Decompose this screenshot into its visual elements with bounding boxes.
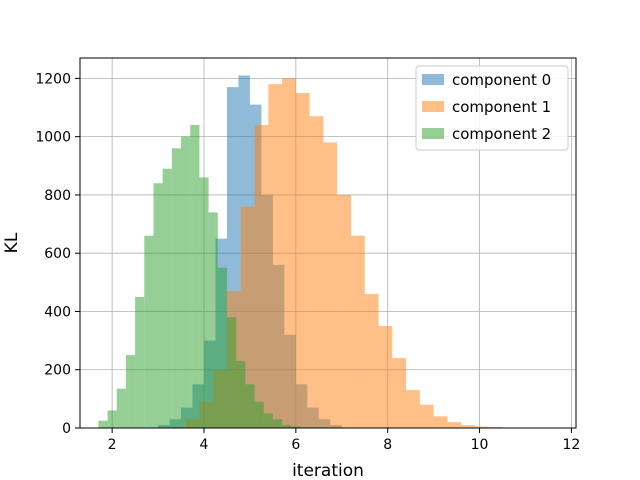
plot-frame: [79, 57, 577, 429]
histogram-bar: [433, 416, 448, 428]
x-tick-label: 6: [291, 437, 300, 453]
y-tick-label: 600: [44, 246, 71, 262]
histogram-bar: [153, 183, 163, 428]
histogram-bar: [263, 413, 273, 428]
histogram-bar: [291, 426, 301, 428]
histogram-bar: [116, 388, 126, 428]
histogram-bar: [309, 116, 324, 429]
histogram-bar: [135, 296, 145, 428]
histogram-bar: [171, 148, 182, 429]
histogram-bar: [226, 87, 239, 429]
legend-label: component 2: [452, 125, 551, 143]
histogram-bar: [254, 125, 269, 428]
x-tick-label: 12: [562, 437, 580, 453]
histogram-bar: [419, 404, 434, 428]
histogram-bar: [272, 419, 283, 428]
x-tick-label: 10: [471, 437, 489, 453]
y-tick-label: 1000: [35, 130, 71, 146]
histogram-bar: [378, 326, 393, 428]
histogram-bar: [364, 293, 379, 428]
series-2-bars: [98, 125, 301, 429]
axis-ticks: 2 4 6 8 10 12 0 200 400 600 800 1000 1200: [35, 71, 580, 453]
y-tick-label: 400: [44, 304, 71, 320]
histogram-bar: [107, 410, 117, 428]
legend-box: [415, 65, 569, 151]
histogram-bar: [447, 422, 462, 428]
legend-label: component 0: [452, 71, 551, 89]
y-tick-label: 800: [44, 188, 71, 204]
histogram-bar: [323, 142, 338, 428]
histogram-bar: [406, 390, 420, 428]
histogram-bar: [162, 168, 172, 428]
histogram-bar: [245, 384, 255, 428]
histogram-bar: [125, 355, 136, 428]
histogram-bar: [254, 401, 264, 428]
histogram-bar: [337, 194, 351, 428]
histogram-bar: [461, 425, 475, 428]
histogram-bar: [208, 212, 218, 428]
histogram-bar: [350, 235, 365, 428]
histogram-bar: [144, 235, 154, 428]
histogram-bar: [392, 358, 407, 428]
histogram-bar: [181, 136, 191, 428]
histogram-bar: [217, 267, 227, 428]
legend-swatch: [422, 74, 444, 85]
histogram-bars: [98, 75, 558, 429]
histogram-bar: [474, 426, 489, 428]
legend-swatch: [422, 128, 444, 139]
histogram-bar: [98, 420, 108, 428]
x-tick-label: 4: [200, 437, 209, 453]
histogram-bar: [268, 84, 283, 429]
y-axis-label: KL: [2, 232, 22, 253]
histogram-bar: [282, 78, 296, 428]
histogram-bar: [226, 317, 237, 428]
y-tick-label: 200: [44, 363, 71, 379]
legend: component 0 component 1 component 2: [415, 65, 569, 151]
y-tick-label: 0: [62, 421, 71, 437]
histogram-bar: [295, 92, 310, 428]
legend-label: component 1: [452, 98, 551, 116]
x-tick-label: 2: [108, 437, 117, 453]
histogram-bar: [236, 360, 246, 428]
x-tick-label: 8: [383, 437, 392, 453]
histogram-bar: [199, 177, 209, 428]
histogram-bar: [282, 425, 292, 428]
histogram-bar: [190, 125, 200, 428]
legend-swatch: [422, 101, 444, 112]
x-axis-label: iteration: [292, 461, 364, 480]
y-tick-label: 1200: [35, 71, 71, 87]
